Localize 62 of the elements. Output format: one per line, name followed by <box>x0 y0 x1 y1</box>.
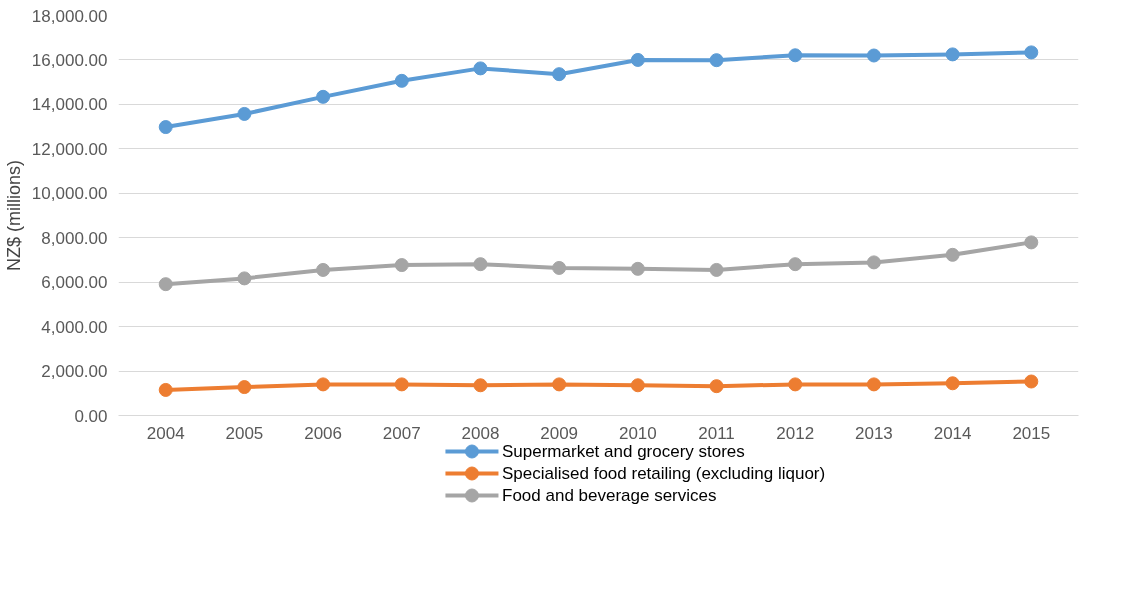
x-tick-label: 2006 <box>304 423 343 443</box>
point <box>788 377 803 392</box>
legend-label: Specialised food retailing (excluding liquor) <box>502 464 826 483</box>
point <box>394 73 409 88</box>
x-tick-label: 2008 <box>461 423 500 443</box>
x-tick-label: 2007 <box>382 423 421 443</box>
point <box>630 52 645 67</box>
point <box>316 262 331 277</box>
point <box>237 271 252 286</box>
point <box>158 382 173 397</box>
point <box>552 377 567 392</box>
point <box>1024 45 1039 60</box>
x-tick-label: 2012 <box>776 423 815 443</box>
y-tick-label: 10,000.00 <box>31 184 108 204</box>
y-axis-title: NZ$ (millions) <box>3 159 24 271</box>
point <box>552 67 567 82</box>
y-tick-label: 14,000.00 <box>31 95 108 115</box>
point <box>316 89 331 104</box>
point <box>709 53 724 68</box>
x-tick-label: 2013 <box>855 423 893 443</box>
point <box>473 257 488 272</box>
x-tick-label: 2005 <box>225 423 264 443</box>
y-tick-label: 18,000.00 <box>31 6 108 26</box>
legend-label: Supermarket and grocery stores <box>502 442 745 461</box>
point <box>1024 374 1039 389</box>
point <box>237 380 252 395</box>
x-tick-label: 2015 <box>1012 423 1051 443</box>
y-tick-label: 16,000.00 <box>31 50 108 70</box>
point <box>866 377 881 392</box>
legend-label: Food and beverage services <box>502 486 717 505</box>
point <box>552 260 567 275</box>
point <box>473 378 488 393</box>
point <box>866 255 881 270</box>
y-tick-label: 2,000.00 <box>41 362 108 382</box>
y-tick-label: 0.00 <box>74 406 108 426</box>
point <box>945 247 960 262</box>
point <box>709 379 724 394</box>
point <box>158 277 173 292</box>
x-tick-label: 2004 <box>146 423 185 443</box>
point <box>237 106 252 121</box>
point <box>945 376 960 391</box>
point <box>788 48 803 63</box>
point <box>394 377 409 392</box>
point <box>630 378 645 393</box>
x-tick-label: 2011 <box>698 423 735 443</box>
y-tick-label: 4,000.00 <box>41 317 108 337</box>
point <box>788 257 803 272</box>
y-tick-label: 12,000.00 <box>31 139 108 159</box>
point <box>316 377 331 392</box>
x-tick-label: 2014 <box>933 423 972 443</box>
point <box>1024 235 1039 250</box>
x-tick-label: 2010 <box>618 423 657 443</box>
point <box>866 48 881 63</box>
x-tick-label: 2009 <box>540 423 579 443</box>
y-tick-label: 6,000.00 <box>41 273 108 293</box>
point <box>473 61 488 76</box>
point <box>158 120 173 135</box>
point <box>630 261 645 276</box>
y-tick-label: 8,000.00 <box>41 228 108 248</box>
point <box>394 258 409 273</box>
point <box>709 262 724 277</box>
point <box>945 47 960 62</box>
